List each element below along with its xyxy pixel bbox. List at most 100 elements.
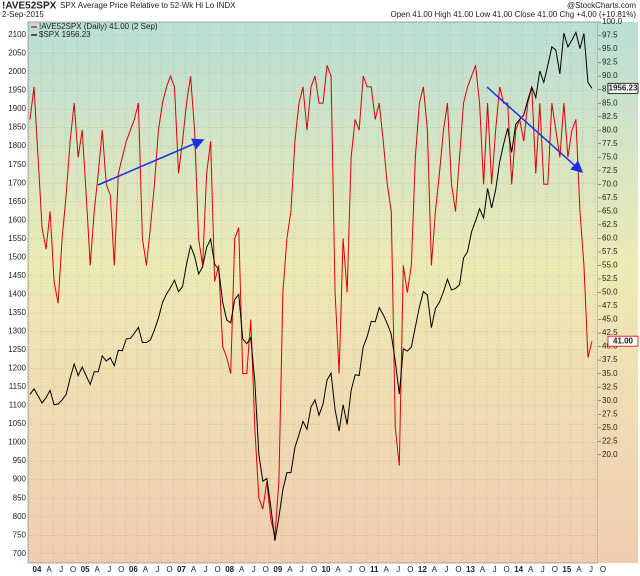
y2-tick-label: 45.0 — [602, 315, 618, 324]
y-tick-label: 1500 — [8, 252, 26, 261]
x-tick-label: O — [455, 565, 461, 574]
x-tick-label: O — [118, 565, 124, 574]
y2-tick-label: 32.5 — [602, 382, 618, 391]
last-value-box — [607, 335, 639, 347]
x-tick-label: A — [480, 565, 486, 574]
x-tick-label: A — [143, 565, 149, 574]
y2-tick-label: 92.5 — [602, 58, 618, 67]
y2-tick-label: 50.0 — [602, 288, 618, 297]
x-tick-label: O — [311, 565, 317, 574]
x-tick-label: J — [396, 565, 400, 574]
y-tick-label: 1050 — [8, 419, 26, 428]
y-tick-label: 1300 — [8, 327, 26, 336]
y-tick-label: 1800 — [8, 141, 26, 150]
x-tick-label: 07 — [177, 565, 186, 574]
x-tick-label: 04 — [33, 565, 42, 574]
x-tick-label: J — [348, 565, 352, 574]
x-tick-label: O — [359, 565, 365, 574]
y-tick-label: 1950 — [8, 86, 26, 95]
y-tick-label: 1900 — [8, 104, 26, 113]
chart-subtitle: SPX Average Price Relative to 52-Wk Hi L… — [60, 1, 236, 10]
x-tick-label: 11 — [370, 565, 379, 574]
y-tick-label: 1000 — [8, 438, 26, 447]
y2-tick-label: 35.0 — [602, 369, 618, 378]
y-tick-label: 1400 — [8, 289, 26, 298]
x-tick-label: J — [252, 565, 256, 574]
y-tick-label: 1350 — [8, 308, 26, 317]
series-line — [29, 30, 593, 541]
y2-tick-label: 80.0 — [602, 125, 618, 134]
y2-tick-label: 42.5 — [602, 328, 618, 337]
x-tick-label: 15 — [562, 565, 571, 574]
last-value-box — [607, 82, 639, 94]
annotation-arrow — [97, 138, 205, 186]
y-tick-label: 1200 — [8, 364, 26, 373]
x-tick-label: J — [300, 565, 304, 574]
y2-tick-label: 85.0 — [602, 98, 618, 107]
x-tick-label: J — [59, 565, 63, 574]
x-tick-label: A — [191, 565, 197, 574]
y2-tick-label: 37.5 — [602, 355, 618, 364]
x-tick-label: 14 — [514, 565, 523, 574]
y-tick-label: 1250 — [8, 345, 26, 354]
x-tick-label: A — [335, 565, 341, 574]
series-line — [29, 65, 593, 537]
x-tick-label: O — [504, 565, 510, 574]
y-tick-label: 950 — [13, 456, 27, 465]
y-tick-label: 2100 — [8, 30, 26, 39]
x-tick-label: J — [155, 565, 159, 574]
x-tick-label: O — [552, 565, 558, 574]
y-tick-label: 1550 — [8, 234, 26, 243]
y2-tick-label: 65.0 — [602, 206, 618, 215]
x-tick-label: A — [432, 565, 438, 574]
x-tick-label: 08 — [225, 565, 234, 574]
y2-tick-label: 27.5 — [602, 409, 618, 418]
y-tick-label: 900 — [13, 475, 27, 484]
y2-tick-label: 30.0 — [602, 396, 618, 405]
legend-label: $SPX 1956.23 — [39, 30, 91, 39]
y-tick-label: 1600 — [8, 215, 26, 224]
y2-tick-label: 62.5 — [602, 220, 618, 229]
x-tick-label: O — [263, 565, 269, 574]
y-tick-label: 850 — [13, 493, 27, 502]
y2-tick-label: 75.0 — [602, 152, 618, 161]
x-tick-label: A — [287, 565, 293, 574]
y-tick-label: 1150 — [9, 382, 27, 391]
x-tick-label: O — [215, 565, 221, 574]
header-stats: Open 41.00 High 41.00 Low 41.00 Close 41… — [390, 10, 636, 19]
y2-tick-label: 72.5 — [602, 166, 618, 175]
x-tick-label: A — [528, 565, 534, 574]
x-tick-label: O — [70, 565, 76, 574]
marks — [29, 30, 593, 541]
y2-tick-label: 70.0 — [602, 179, 618, 188]
y2-tick-label: 22.5 — [602, 436, 618, 445]
chart-title: !AVE52SPX — [2, 1, 57, 12]
y2-tick-label: 100.0 — [602, 17, 623, 26]
y2-tick-label: 97.5 — [602, 31, 618, 40]
annotation-arrow — [486, 86, 584, 174]
source: @StockCharts.com — [567, 1, 636, 10]
x-tick-label: J — [204, 565, 208, 574]
x-tick-label: A — [576, 565, 582, 574]
y2-tick-label: 82.5 — [602, 112, 618, 121]
x-tick-label: J — [444, 565, 448, 574]
y-tick-label: 1450 — [8, 271, 26, 280]
last-value-label: 1956.23 — [609, 83, 638, 92]
x-tick-label: O — [407, 565, 413, 574]
y2-tick-label: 25.0 — [602, 423, 618, 432]
date: 2-Sep-2015 — [2, 10, 44, 19]
x-tick-label: O — [600, 565, 606, 574]
x-tick-label: J — [541, 565, 545, 574]
y2-tick-label: 95.0 — [602, 44, 618, 53]
x-tick-label: O — [166, 565, 172, 574]
y-tick-label: 2000 — [8, 67, 26, 76]
x-tick-label: 12 — [418, 565, 427, 574]
y2-tick-label: 20.0 — [602, 450, 618, 459]
right-axis-band — [598, 22, 638, 563]
last-value-label: 41.00 — [613, 336, 634, 345]
y2-tick-label: 52.5 — [602, 274, 618, 283]
x-tick-label: A — [239, 565, 245, 574]
legend-label: !AVE52SPX (Daily) 41.00 (2 Sep) — [39, 22, 158, 31]
